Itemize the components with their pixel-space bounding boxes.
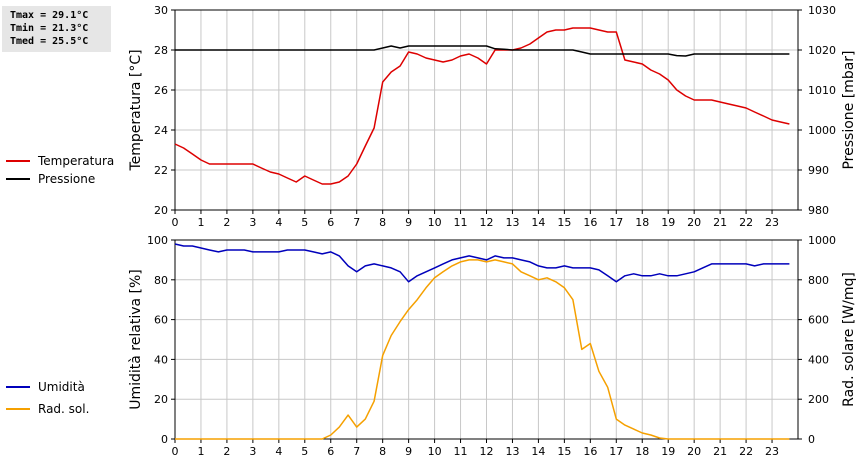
x-tick-label: 21: [713, 216, 727, 229]
legend-label-rad-sol: Rad. sol.: [38, 402, 89, 416]
y2-tick-label: 1010: [808, 84, 836, 97]
y2-tick-label: 200: [808, 393, 829, 406]
series-line-umidit: [174, 243, 790, 283]
x-tick-label: 9: [405, 216, 412, 229]
y2-tick-label: 800: [808, 274, 829, 287]
x-tick-label: 1: [197, 216, 204, 229]
y-tick-label: 60: [154, 314, 168, 327]
x-tick-label: 6: [327, 216, 334, 229]
x-tick-label: 23: [765, 445, 779, 458]
y-tick-label: 20: [154, 204, 168, 217]
x-tick-label: 19: [661, 216, 675, 229]
y2-tick-label: 1000: [808, 124, 836, 137]
x-tick-label: 4: [275, 216, 282, 229]
y2-tick-label: 0: [808, 433, 815, 446]
x-tick-label: 4: [275, 445, 282, 458]
x-tick-label: 6: [327, 445, 334, 458]
y2-tick-label: 1020: [808, 44, 836, 57]
x-tick-label: 7: [353, 445, 360, 458]
legend-label-umidit: Umidità: [38, 380, 85, 394]
x-tick-label: 20: [687, 216, 701, 229]
stats-box: Tmax = 29.1°C Tmin = 21.3°C Tmed = 25.5°…: [2, 6, 111, 52]
y-axis-title: Temperatura [°C]: [128, 49, 144, 171]
x-tick-label: 14: [531, 445, 545, 458]
y2-tick-label: 1000: [808, 234, 836, 247]
x-tick-label: 14: [531, 216, 545, 229]
y2-axis-title: Rad. solare [W/mq]: [841, 272, 857, 407]
legend-label-pressione: Pressione: [38, 172, 95, 186]
x-tick-label: 13: [505, 445, 519, 458]
x-tick-label: 22: [739, 445, 753, 458]
y-tick-label: 0: [161, 433, 168, 446]
x-tick-label: 23: [765, 216, 779, 229]
y-tick-label: 40: [154, 353, 168, 366]
y-tick-label: 28: [154, 44, 168, 57]
tmax-text: Tmax = 29.1°C: [10, 10, 89, 21]
x-tick-label: 1: [197, 445, 204, 458]
x-tick-label: 11: [454, 445, 468, 458]
y2-tick-label: 980: [808, 204, 829, 217]
x-tick-label: 8: [379, 445, 386, 458]
x-tick-label: 19: [661, 445, 675, 458]
y-tick-label: 30: [154, 4, 168, 17]
x-tick-label: 0: [172, 216, 179, 229]
x-tick-label: 5: [301, 445, 308, 458]
x-tick-label: 11: [454, 216, 468, 229]
x-tick-label: 17: [609, 216, 623, 229]
x-tick-label: 2: [223, 216, 230, 229]
x-tick-label: 10: [428, 216, 442, 229]
series-line-rad-sol: [175, 259, 790, 440]
series-line-temperatura: [174, 27, 790, 185]
y-tick-label: 20: [154, 393, 168, 406]
x-tick-label: 21: [713, 445, 727, 458]
x-tick-label: 20: [687, 445, 701, 458]
x-tick-label: 15: [557, 445, 571, 458]
x-tick-label: 5: [301, 216, 308, 229]
legend-label-temperatura: Temperatura: [37, 154, 114, 168]
x-tick-label: 3: [249, 445, 256, 458]
x-tick-label: 8: [379, 216, 386, 229]
x-tick-label: 12: [480, 216, 494, 229]
x-tick-label: 2: [223, 445, 230, 458]
y-tick-label: 100: [147, 234, 168, 247]
x-tick-label: 16: [583, 216, 597, 229]
x-tick-label: 22: [739, 216, 753, 229]
x-tick-label: 10: [428, 445, 442, 458]
tmin-text: Tmin = 21.3°C: [10, 23, 89, 34]
y2-tick-label: 1030: [808, 4, 836, 17]
y2-axis-title: Pressione [mbar]: [841, 50, 857, 169]
x-tick-label: 9: [405, 445, 412, 458]
y-tick-label: 26: [154, 84, 168, 97]
y-tick-label: 22: [154, 164, 168, 177]
x-tick-label: 18: [635, 216, 649, 229]
x-tick-label: 3: [249, 216, 256, 229]
y-tick-label: 80: [154, 274, 168, 287]
x-tick-label: 18: [635, 445, 649, 458]
x-tick-label: 16: [583, 445, 597, 458]
y2-tick-label: 400: [808, 353, 829, 366]
y-axis-title: Umidità relativa [%]: [128, 269, 144, 410]
y2-tick-label: 600: [808, 314, 829, 327]
x-tick-label: 13: [505, 216, 519, 229]
x-tick-label: 15: [557, 216, 571, 229]
tmed-text: Tmed = 25.5°C: [10, 36, 89, 47]
x-tick-label: 12: [480, 445, 494, 458]
x-tick-label: 0: [172, 445, 179, 458]
x-tick-label: 7: [353, 216, 360, 229]
y2-tick-label: 990: [808, 164, 829, 177]
y-tick-label: 24: [154, 124, 168, 137]
series-line-pressione: [175, 45, 790, 57]
x-tick-label: 17: [609, 445, 623, 458]
